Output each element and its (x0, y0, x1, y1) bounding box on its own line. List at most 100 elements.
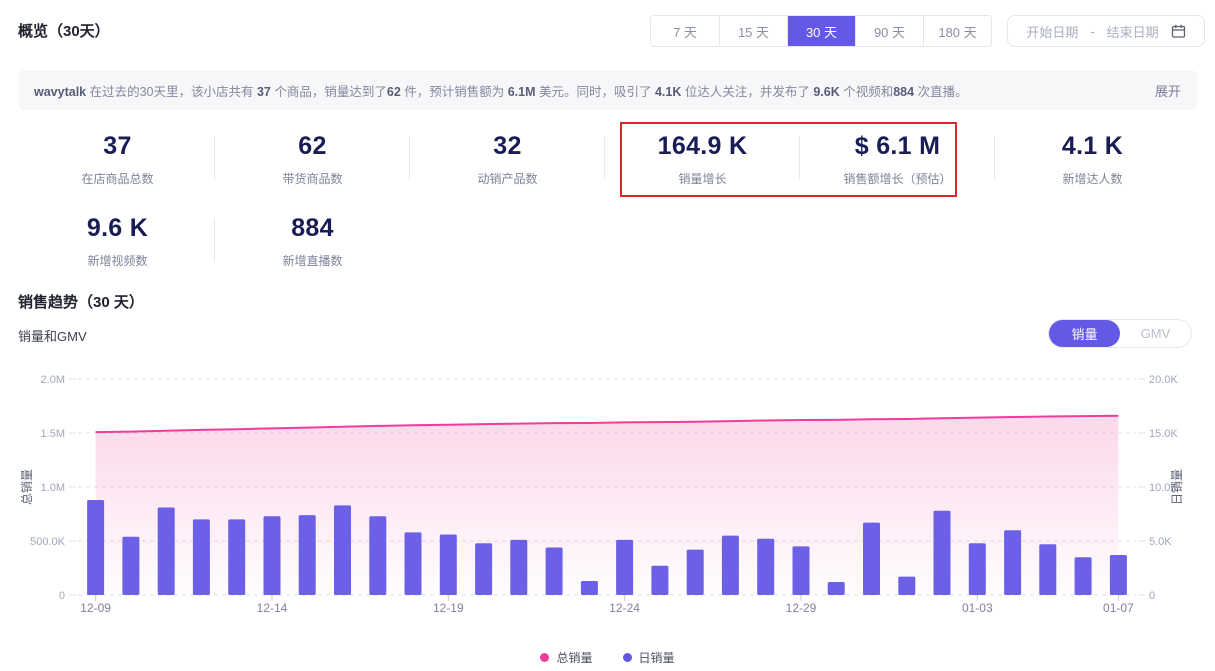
daily-sales-bar-12-31[interactable] (863, 522, 880, 595)
legend-dot (540, 653, 550, 662)
daily-sales-bar-01-03[interactable] (968, 543, 986, 595)
daily-sales-bar-01-06[interactable] (1074, 557, 1092, 595)
time-filter-option-0[interactable]: 7 天 (651, 16, 719, 46)
stat-value: 4.1 K (1061, 132, 1124, 160)
daily-sales-bar-12-24[interactable] (616, 539, 634, 595)
daily-sales-bar-12-13[interactable] (228, 519, 246, 595)
stats-row-1: 9.6 K 新增视频数 884 新增直播数 (20, 200, 1190, 282)
daily-sales-bar-12-20[interactable] (475, 543, 493, 595)
daily-sales-bar-12-25[interactable] (651, 565, 669, 595)
metric-toggle-option-0[interactable]: 销量 (1049, 320, 1120, 347)
daily-sales-bar-12-09[interactable] (87, 500, 105, 595)
daily-sales-bar-12-22[interactable] (545, 547, 563, 596)
daily-sales-bar-12-23[interactable] (580, 581, 598, 595)
banner-segment: 个视频和 (839, 84, 894, 99)
x-axis-label: 01-03 (962, 601, 993, 615)
summary-banner: wavytalk 在过去的30天里，该小店共有 37 个商品，销量达到了62 件… (18, 70, 1197, 110)
stat-value: $ 6.1 M (854, 132, 941, 160)
time-range-filter: 7 天 15 天 30 天 90 天 180 天 (650, 15, 992, 47)
x-axis-label: 12-09 (80, 601, 111, 615)
daily-sales-bar-12-29[interactable] (792, 546, 810, 595)
stat-card: 9.6 K 新增视频数 (20, 200, 215, 282)
stat-label: 新增达人数 (1062, 172, 1123, 186)
right-axis-label: 10.0K (1149, 482, 1178, 494)
stats-grid: 37 在店商品总数 62 带货商品数 32 动销产品数 164.9 K 销量增长 $ 6.1 M… (20, 118, 1190, 282)
summary-banner-text: wavytalk 在过去的30天里，该小店共有 37 个商品，销量达到了62 件… (34, 81, 1141, 100)
stat-label: 动销产品数 (477, 172, 538, 186)
daily-sales-bar-01-04[interactable] (1004, 530, 1022, 595)
stat-label: 销量增长 (678, 172, 727, 186)
banner-segment: 在过去的30天里，该小店共有 (89, 84, 257, 99)
legend-item-总销量[interactable]: 总销量 (540, 649, 593, 666)
daily-sales-bar-12-19[interactable] (439, 534, 457, 596)
stat-label: 销售额增长（预估） (843, 172, 952, 186)
daily-sales-bar-12-15[interactable] (298, 515, 316, 595)
banner-segment: 6.1M (507, 84, 536, 99)
time-filter-option-2[interactable]: 30 天 (787, 16, 855, 46)
stat-value: 62 (298, 132, 327, 160)
daily-sales-bar-01-01[interactable] (898, 576, 916, 595)
banner-segment: 9.6K (813, 84, 840, 99)
right-axis-label: 5.0K (1149, 536, 1172, 548)
metric-toggle-option-1[interactable]: GMV (1120, 320, 1191, 347)
stat-value: 164.9 K (657, 132, 748, 160)
date-range-picker[interactable]: 开始日期 - 结束日期 (1007, 15, 1205, 47)
daily-sales-bar-12-28[interactable] (757, 538, 775, 595)
daily-sales-bar-12-17[interactable] (369, 516, 387, 595)
legend-label: 日销量 (638, 651, 675, 665)
daily-sales-bar-01-02[interactable] (933, 510, 951, 595)
total-sales-line[interactable] (95, 414, 1119, 434)
time-filter-option-1[interactable]: 15 天 (719, 16, 787, 46)
time-filter-option-3[interactable]: 90 天 (855, 16, 923, 46)
banner-segment: 62 (386, 84, 401, 99)
left-axis-label: 500.0K (30, 536, 66, 548)
daily-sales-bar-12-18[interactable] (404, 532, 422, 595)
start-date-field[interactable]: 开始日期 (1026, 24, 1079, 40)
total-sales-area[interactable] (95, 415, 1119, 595)
banner-segment: 位达人关注，并发布了 (681, 84, 814, 99)
stat-label: 新增视频数 (87, 254, 148, 268)
stat-label: 新增直播数 (282, 254, 343, 268)
time-filter-option-4[interactable]: 180 天 (923, 16, 991, 46)
banner-segment: 37 (256, 84, 271, 99)
daily-sales-bar-01-07[interactable] (1109, 555, 1127, 595)
trend-section-subtitle: 销量和GMV (18, 329, 87, 344)
daily-sales-bar-12-21[interactable] (510, 539, 528, 595)
daily-sales-bar-12-10[interactable] (122, 536, 140, 595)
left-axis-label: 1.5M (41, 428, 65, 440)
banner-segment: 个商品，销量达到了 (270, 84, 387, 99)
daily-sales-bar-12-12[interactable] (192, 519, 210, 595)
banner-segment: wavytalk (34, 84, 90, 99)
metric-toggle: 销量 GMV (1048, 319, 1192, 348)
left-axis-name: 总销量 (20, 469, 34, 505)
daily-sales-bar-12-26[interactable] (686, 549, 704, 595)
left-axis-label: 0 (59, 590, 65, 602)
daily-sales-bar-12-14[interactable] (263, 516, 281, 595)
stat-card: 62 带货商品数 (215, 118, 410, 200)
x-axis-label: 12-19 (433, 601, 464, 615)
daily-sales-bar-12-16[interactable] (334, 505, 351, 595)
stat-value: 32 (493, 132, 522, 160)
stat-card: 37 在店商品总数 (20, 118, 215, 200)
legend-dot (622, 653, 632, 662)
end-date-field[interactable]: 结束日期 (1106, 24, 1159, 40)
trend-section-title: 销售趋势（30 天） (18, 294, 144, 311)
daily-sales-bar-01-05[interactable] (1039, 544, 1057, 595)
legend-label: 总销量 (556, 651, 593, 665)
banner-segment: 美元。同时，吸引了 (535, 84, 655, 99)
expand-link[interactable]: 展开 (1154, 83, 1181, 99)
stat-card: $ 6.1 M 销售额增长（预估） (800, 118, 995, 200)
legend-item-日销量[interactable]: 日销量 (622, 649, 675, 666)
chart-legend: 总销量 日销量 (0, 649, 1215, 666)
x-axis-label: 12-14 (257, 601, 288, 615)
daily-sales-bar-12-30[interactable] (827, 582, 845, 595)
stat-card: 884 新增直播数 (215, 200, 410, 282)
stat-card: 4.1 K 新增达人数 (995, 118, 1190, 200)
daily-sales-bar-12-27[interactable] (721, 535, 739, 595)
calendar-icon[interactable] (1171, 24, 1186, 39)
daily-sales-bar-12-11[interactable] (157, 507, 175, 596)
left-axis-label: 1.0M (41, 482, 65, 494)
right-axis-label: 0 (1149, 590, 1155, 602)
date-range-separator: - (1090, 23, 1095, 39)
